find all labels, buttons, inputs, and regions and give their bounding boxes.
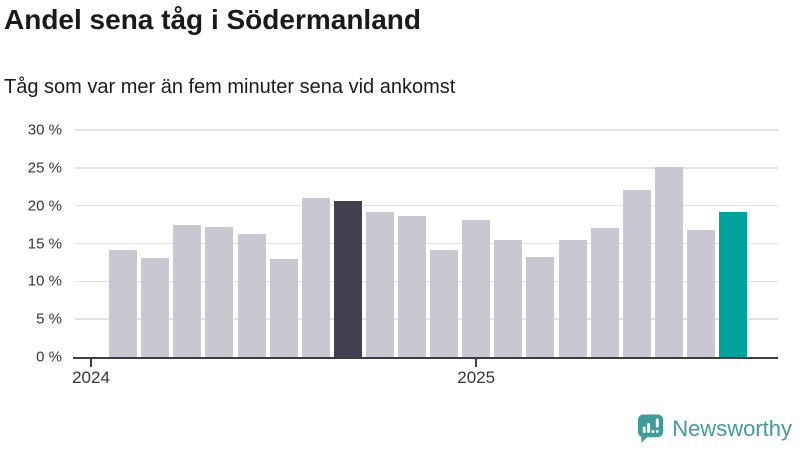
newsworthy-logo-icon [638,414,664,443]
y-axis-label: 5 % [36,310,62,328]
x-axis-line [73,356,778,359]
x-axis-label-2025: 2025 [457,368,496,387]
y-axis-label: 25 % [27,159,62,177]
x-axis-label-2024: 2024 [72,368,110,387]
bar-2025-02 [494,240,523,357]
bar-2024-07 [269,258,298,357]
bar-2025-06 [622,189,651,357]
y-axis-label: 20 % [27,197,62,215]
bar-2024-10 [365,211,394,357]
x-axis-tick-2025 [475,359,478,367]
bar-2024-09 [333,201,362,357]
newsworthy-logo-text: Newsworthy [672,415,792,441]
bar-2025-01 [462,220,491,357]
gridline-10 [75,280,778,283]
bar-2025-08 [686,229,715,357]
bar-2024-04 [173,224,202,357]
x-axis-tick-2024 [90,359,92,367]
bar-2024-11 [398,216,426,357]
y-axis-label: 10 % [27,272,62,290]
bar-2024-03 [141,257,170,357]
y-axis-label: 30 % [27,121,62,139]
bar-2024-12 [430,249,459,357]
bar-2024-02 [109,249,138,357]
gridline-15 [75,242,778,245]
bar-2024-08 [301,198,330,357]
bar-2024-05 [205,226,234,357]
bar-2025-03 [526,257,555,357]
gridline-30 [75,129,778,131]
y-axis-label: 0 % [36,348,62,366]
bar-2025-04 [558,240,587,357]
bar-2025-09 [719,211,747,357]
bar-2025-05 [590,227,619,357]
newsworthy-logo: Newsworthy [636,413,792,444]
y-axis-label: 15 % [27,235,62,252]
gridline-20 [75,204,778,207]
chart-title: Andel sena tåg i Södermanland [4,4,421,35]
gridline-5 [75,318,778,320]
bar-2025-07 [654,167,683,357]
bar-2024-06 [237,233,266,357]
chart-subtitle: Tåg som var mer än fem minuter sena vid … [4,76,456,98]
gridline-25 [75,167,778,169]
